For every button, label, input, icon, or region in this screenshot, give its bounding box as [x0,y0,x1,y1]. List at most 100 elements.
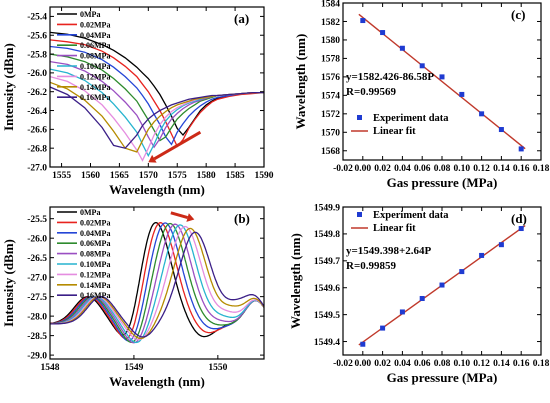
x-tick-label: 0.08 [434,164,451,174]
shift-arrow-head [186,213,195,222]
panel-d: -0.02 0.00 0.02 0.04 0.06 0.08 0.10 0.12 0.14 0.1… [288,203,550,385]
y-tick-label: 1549.9 [314,203,340,213]
legend-entry: 0.08MPa [80,250,110,259]
data-point [399,45,405,51]
x-tick-label: 0.12 [473,359,490,369]
x-tick-label: 0.04 [394,359,411,369]
data-point [498,242,504,248]
data-point [419,295,425,301]
fit-line [358,13,526,150]
x-axis-label: Wavelength (nm) [109,374,205,389]
legend-entry: Linear fit [373,126,416,137]
x-axis-label: Gas pressure (MPa) [387,370,498,385]
x-tick-label: 0.00 [354,164,371,174]
y-tick-label: -26.4 [27,107,47,117]
legend-entry: 0.10MPa [80,62,110,71]
x-tick-label: 0.18 [533,164,550,174]
data-point [459,269,465,275]
x-tick-label: 0.02 [374,359,391,369]
plot-frame [49,206,265,360]
y-tick-label: -26.2 [27,88,47,98]
legend-entry: 0.06MPa [80,41,110,50]
y-tick-label: 1580 [321,36,340,46]
fit-r-value: R=0.99569 [346,86,396,98]
x-tick-label: 0.14 [493,359,510,369]
x-tick-label: 1580 [197,171,216,181]
data-point [518,226,524,232]
y-tick-label: -26.6 [27,126,47,136]
x-tick-label: 0.02 [374,164,391,174]
x-tick-label: 1548 [41,363,60,373]
y-tick-label: -25.5 [27,215,47,225]
series-line-3 [50,222,264,343]
data-point [498,127,504,133]
data-point [419,63,425,69]
x-tick-label: 0.10 [453,164,470,174]
shift-arrow-shaft [153,130,202,161]
x-tick-label: 0.06 [414,359,431,369]
x-tick-label: 1565 [110,171,129,181]
x-tick-label: 1560 [81,171,100,181]
data-point [439,282,445,288]
fit-equation: y=1582.426-86.58P [346,71,434,83]
panel-label: (c) [511,7,525,22]
legend-entry: Experiment data [373,113,449,124]
y-tick-label: 1574 [321,92,340,102]
panel-c: -0.02 0.00 0.02 0.04 0.06 0.08 0.10 0.12 0.14 0.1… [293,0,550,190]
y-tick-label: 1549.4 [314,338,340,348]
x-tick-label: 1575 [168,171,187,181]
y-tick-label: -28.5 [27,332,47,342]
data-point [439,74,445,80]
data-point [399,309,405,315]
x-tick-label: 0.08 [434,359,451,369]
y-tick-label: -28.0 [27,312,47,322]
data-layer-d [358,225,526,347]
series-line-0 [50,31,264,137]
legend-marker [357,212,362,217]
x-tick-label: 0.04 [394,164,411,174]
legend-entry: 0.04MPa [80,229,110,238]
y-tick-label: 1578 [321,55,340,65]
series-line-5 [50,224,264,344]
x-tick-label: -0.02 [333,164,353,174]
data-point [360,341,366,347]
y-tick-label: -27.5 [27,293,47,303]
legend-entry: Linear fit [373,223,416,234]
x-tick-label: -0.02 [333,359,353,369]
y-tick-label: -26.0 [27,69,47,79]
data-layer-a [50,31,264,162]
x-tick-label: 0.14 [493,164,510,174]
data-layer-b [50,221,264,344]
legend-entry: 0MPa [80,10,100,19]
x-tick-label: 0.06 [414,164,431,174]
legend-entry: Experiment data [373,210,449,221]
y-tick-label: 1549.8 [314,230,340,240]
y-axis-label: Wavelength (nm) [288,233,303,329]
legend-entry: 0.02MPa [80,20,110,29]
data-point [479,111,485,117]
y-tick-label: -27.0 [27,273,47,283]
legend-entry: 0.10MPa [80,260,110,269]
plot-frame [49,6,265,168]
y-tick-label: -29.0 [27,351,47,361]
series-line-8 [50,86,264,149]
legend-entry: 0.14MPa [80,83,110,92]
y-axis-label: Intensity (dBm) [1,43,16,131]
y-tick-label: 1549.6 [314,284,340,294]
legend-entry: 0.12MPa [80,72,110,81]
legend-entry: 0.14MPa [80,281,110,290]
legend-entry: 0.16MPa [80,93,110,102]
panel-a: 1555 1560 1565 1570 1575 1580 1585 1590 -27.0 -26… [1,6,274,197]
panel-b: 1548 1549 1550 -29.0 -28.5 -28.0 -27.5 -27.0 -26… [1,206,265,389]
series-line-6 [50,225,264,341]
y-tick-label: -26.0 [27,234,47,244]
legend-entry: 0.12MPa [80,270,110,279]
data-point [479,252,485,258]
y-tick-label: 1572 [321,110,340,120]
series-line-2 [50,222,264,342]
y-tick-label: -26.5 [27,254,47,264]
series-line-7 [50,227,264,340]
y-tick-label: 1568 [321,147,340,157]
legend-entry: 0.04MPa [80,31,110,40]
y-tick-label: 1576 [321,73,340,83]
